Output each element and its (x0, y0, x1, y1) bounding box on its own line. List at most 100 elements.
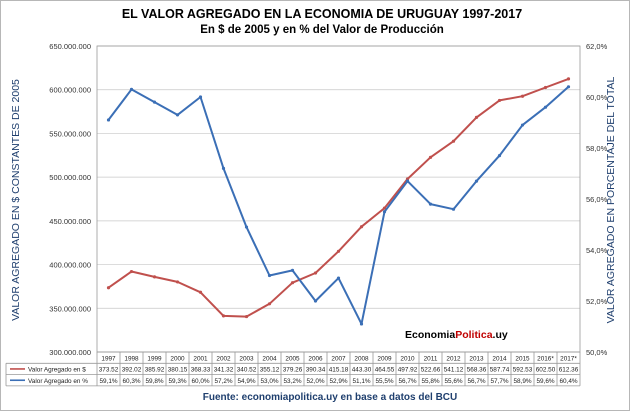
table-header-cell: 2001 (193, 355, 208, 362)
chart-subtitle: En $ de 2005 y en % del Valor de Producc… (200, 24, 444, 36)
data-point (405, 179, 410, 183)
table-cell: 51,1% (352, 378, 370, 385)
table-cell: 55,5% (375, 378, 393, 385)
data-point (152, 275, 157, 279)
table-cell: 53,2% (283, 378, 301, 385)
table-header-cell: 2012 (446, 355, 461, 362)
table-cell: 59,6% (536, 378, 554, 385)
table-header-cell: 2013 (469, 355, 484, 362)
data-point (543, 85, 548, 90)
table-cell: 55,8% (421, 378, 439, 385)
data-point (152, 100, 157, 104)
left-tick-label: 400.000.000 (49, 261, 91, 270)
y-axis-right-label: VALOR AGREGADO EN PORCENTAJE DEL TOTAL (605, 77, 617, 324)
right-tick-label: 56,0% (586, 195, 608, 204)
data-point (451, 207, 456, 211)
table-cell: 60,4% (559, 378, 577, 385)
data-point (497, 154, 502, 158)
table-cell: 541.12 (444, 367, 464, 374)
data-point (359, 225, 364, 229)
data-point (244, 314, 249, 319)
table-header-cell: 2014 (492, 355, 507, 362)
table-cell: 373.52 (99, 367, 119, 374)
table-cell: 380.15 (168, 367, 188, 374)
table-cell: 592.53 (513, 367, 533, 374)
data-point (474, 115, 479, 119)
data-point (106, 118, 111, 122)
data-point (244, 225, 249, 229)
table-cell: 522.66 (421, 367, 441, 374)
table-header-cell: 1997 (101, 355, 116, 362)
table-cell: 379.26 (283, 367, 303, 374)
data-point (451, 139, 456, 143)
data-point (290, 268, 295, 272)
table-cell: 59,1% (99, 378, 117, 385)
table-cell: 52,9% (329, 378, 347, 385)
data-point (566, 85, 571, 89)
left-axis-ticks: 650.000.000 600.000.000 550.000.000 500.000… (49, 42, 91, 357)
table-header-cell: 2008 (354, 355, 369, 362)
table-header-cell: 2002 (216, 355, 231, 362)
table-cell: 56,7% (398, 378, 416, 385)
data-point (129, 87, 134, 91)
right-tick-label: 60,0% (586, 93, 608, 102)
series-lines (106, 77, 571, 326)
data-point (520, 123, 525, 127)
data-point (382, 206, 387, 210)
data-point (520, 94, 525, 98)
table-cell: 340.52 (237, 367, 257, 374)
data-point (336, 249, 341, 253)
left-tick-label: 500.000.000 (49, 173, 91, 182)
legend-label: Valor Agregado en % (28, 378, 88, 385)
table-cell: 464.55 (375, 367, 395, 374)
data-point (198, 290, 203, 294)
left-tick-label: 450.000.000 (49, 217, 91, 226)
data-point (106, 286, 111, 290)
table-header-cell: 2017* (560, 355, 577, 362)
right-axis-ticks: 62,0% 60,0% 58,0% 56,0% 54,0% 52,0% 50,0% (586, 42, 608, 357)
data-point (313, 299, 318, 303)
table-cell: 57,7% (490, 378, 508, 385)
table-cell: 53,0% (260, 378, 278, 385)
data-point (175, 280, 180, 284)
data-point (221, 314, 226, 318)
data-point (566, 77, 571, 81)
table-cell: 52,0% (306, 378, 324, 385)
left-tick-label: 600.000.000 (49, 86, 91, 95)
data-point (382, 210, 387, 214)
data-point (497, 98, 502, 103)
table-cell: 443.30 (352, 367, 372, 374)
table-header-cell: 2007 (331, 355, 346, 362)
table-header-cell: 2011 (424, 355, 438, 362)
table-cell: 58,9% (513, 378, 531, 385)
data-point (313, 271, 318, 275)
data-table: 1997 1998 1999 2000 2001 2002 2003 2004 2005 2006… (5, 351, 581, 387)
watermark-logo: EconomiaPolitica.uy (405, 329, 508, 341)
table-header-cell: 2003 (239, 355, 254, 362)
data-point (267, 302, 272, 306)
table-header-cell: 2010 (400, 355, 415, 362)
data-point (290, 281, 295, 285)
data-point (175, 113, 180, 117)
table-header-cell: 2009 (377, 355, 392, 362)
table-header-cell: 2016* (537, 355, 554, 362)
left-tick-label: 350.000.000 (49, 304, 91, 313)
watermark-part3: .uy (493, 329, 508, 341)
table-cell: 54,9% (237, 378, 255, 385)
series-line-2 (107, 86, 570, 325)
table-cell: 602.50 (536, 367, 556, 374)
table-cell: 59,3% (168, 378, 186, 385)
left-tick-label: 550.000.000 (49, 129, 91, 138)
svg-text:EconomiaPolitica.uy: EconomiaPolitica.uy (405, 329, 508, 341)
table-cell: 55,6% (444, 378, 462, 385)
data-point (129, 269, 134, 274)
right-tick-label: 62,0% (586, 42, 608, 51)
plot-area (96, 45, 581, 353)
y-axis-left-label: VALOR AGREGADO EN $ CONSTANTES DE 2005 (10, 79, 22, 321)
data-point (543, 105, 548, 109)
grid-lines (97, 45, 580, 353)
table-header-cell: 2015 (515, 355, 530, 362)
data-point (221, 166, 226, 170)
table-header-cell: 2006 (308, 355, 323, 362)
